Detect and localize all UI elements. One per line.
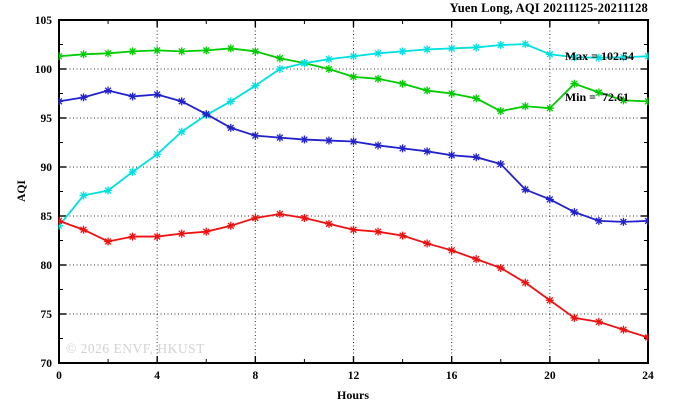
y-tick-label: 105 [35, 15, 53, 27]
x-tick-label: 4 [154, 370, 160, 382]
max-value-label: Max = 102.54 [564, 49, 634, 63]
series-day-1-green [58, 44, 649, 116]
x-tick-label: 8 [252, 370, 258, 382]
x-tick-label: 0 [56, 370, 62, 382]
min-value-label: Min = 72.61 [564, 89, 629, 104]
y-tick-label: 70 [41, 358, 53, 370]
x-axis-title: Hours [336, 388, 370, 402]
x-tick-label: 24 [642, 370, 654, 382]
data-point-markers [58, 86, 649, 226]
minmax-annotation: Max = 102.54 Min = 72.61 [565, 23, 634, 131]
x-tick-label: 16 [446, 370, 458, 382]
y-tick-label: 100 [35, 64, 53, 76]
plot-border [58, 19, 649, 364]
series-day-2-cyan [58, 40, 649, 230]
grid-lines [59, 20, 648, 363]
y-tick-label: 80 [41, 260, 53, 272]
tick-labels: 70 75 80 85 90 95 100 105 0 4 8 12 16 20 24 [35, 15, 654, 382]
data-point-markers [58, 210, 649, 342]
chart-title: Yuen Long, AQI 20211125-20211128 [449, 1, 648, 15]
y-tick-label: 75 [41, 309, 53, 321]
series-day-3-blue [58, 86, 649, 226]
y-tick-label: 85 [41, 211, 53, 223]
watermark: © 2026 ENVF, HKUST [66, 341, 205, 356]
x-tick-label: 12 [348, 370, 360, 382]
y-tick-label: 95 [41, 113, 53, 125]
y-axis-title: AQI [16, 180, 28, 202]
series-day-4-red [58, 210, 649, 342]
x-tick-label: 20 [544, 370, 556, 382]
data-point-markers [58, 44, 649, 116]
y-tick-label: 90 [41, 162, 53, 174]
data-point-markers [58, 40, 649, 230]
